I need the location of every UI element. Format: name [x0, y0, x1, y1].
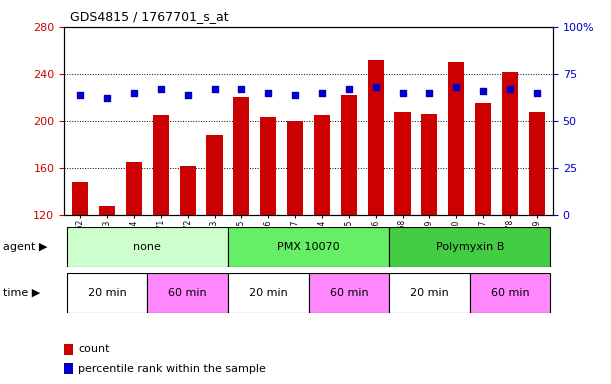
Bar [207, 135, 222, 356]
Text: 60 min: 60 min [169, 288, 207, 298]
Point [290, 91, 300, 98]
Bar [368, 60, 384, 356]
Bar [448, 62, 464, 356]
Bar [260, 118, 276, 356]
Bar [529, 112, 545, 356]
Text: time ▶: time ▶ [3, 288, 40, 298]
Point [398, 90, 408, 96]
Bar [341, 95, 357, 356]
Point [344, 86, 354, 92]
Bar [502, 71, 518, 356]
Point [317, 90, 327, 96]
Bar [389, 227, 551, 267]
Bar [147, 273, 228, 313]
Bar [67, 273, 147, 313]
Bar [475, 103, 491, 356]
Bar [72, 182, 89, 356]
Bar [228, 273, 309, 313]
Text: PMX 10070: PMX 10070 [277, 242, 340, 252]
Text: 20 min: 20 min [410, 288, 449, 298]
Bar [99, 206, 115, 356]
Text: 20 min: 20 min [88, 288, 126, 298]
Point [478, 88, 488, 94]
Text: Polymyxin B: Polymyxin B [436, 242, 504, 252]
Bar [180, 166, 196, 356]
Bar [67, 227, 228, 267]
Text: count: count [78, 344, 110, 354]
Text: agent ▶: agent ▶ [3, 242, 48, 252]
Point [236, 86, 246, 92]
Bar [314, 115, 330, 356]
Point [452, 84, 461, 90]
Bar [389, 273, 470, 313]
Text: 60 min: 60 min [329, 288, 368, 298]
Text: none: none [133, 242, 161, 252]
Point [371, 84, 381, 90]
Point [210, 86, 219, 92]
Bar [470, 273, 551, 313]
Bar [228, 227, 389, 267]
Text: percentile rank within the sample: percentile rank within the sample [78, 364, 266, 374]
Text: GDS4815 / 1767701_s_at: GDS4815 / 1767701_s_at [70, 10, 229, 23]
Bar [287, 121, 303, 356]
Bar [126, 162, 142, 356]
Point [505, 86, 515, 92]
Point [263, 90, 273, 96]
Bar [309, 273, 389, 313]
Point [425, 90, 434, 96]
Bar [395, 112, 411, 356]
Point [183, 91, 192, 98]
Bar [153, 115, 169, 356]
Point [156, 86, 166, 92]
Text: 20 min: 20 min [249, 288, 288, 298]
Point [129, 90, 139, 96]
Text: 60 min: 60 min [491, 288, 529, 298]
Point [102, 95, 112, 101]
Bar [422, 114, 437, 356]
Point [75, 91, 85, 98]
Bar [233, 98, 249, 356]
Point [532, 90, 542, 96]
